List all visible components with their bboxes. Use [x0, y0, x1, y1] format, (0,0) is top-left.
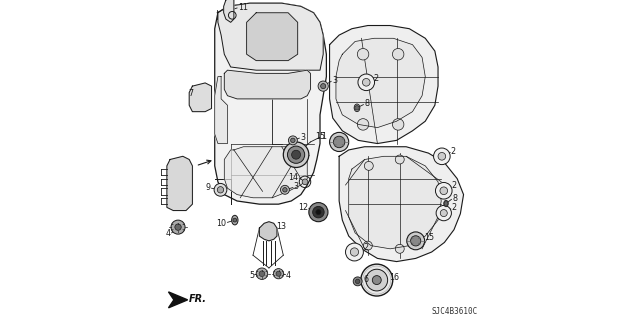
Circle shape	[313, 206, 324, 218]
Circle shape	[171, 220, 185, 234]
Circle shape	[407, 232, 424, 250]
Circle shape	[283, 188, 287, 192]
Text: 13: 13	[276, 222, 286, 231]
Polygon shape	[215, 77, 227, 144]
Circle shape	[436, 205, 451, 221]
Text: SJC4B3610C: SJC4B3610C	[431, 307, 478, 316]
Text: 9: 9	[205, 183, 211, 192]
Circle shape	[355, 279, 360, 284]
Circle shape	[318, 81, 328, 91]
Text: 1: 1	[321, 132, 326, 141]
Circle shape	[330, 132, 349, 152]
Text: 2: 2	[451, 147, 456, 156]
Circle shape	[358, 74, 374, 91]
Circle shape	[361, 264, 393, 296]
Circle shape	[350, 248, 358, 256]
Text: 4: 4	[166, 229, 171, 238]
Polygon shape	[223, 0, 234, 22]
Circle shape	[292, 150, 301, 159]
Ellipse shape	[354, 104, 360, 112]
Circle shape	[392, 48, 404, 60]
Circle shape	[218, 187, 223, 193]
Circle shape	[273, 269, 284, 279]
Text: 14: 14	[289, 173, 299, 182]
Circle shape	[433, 148, 450, 165]
Circle shape	[357, 119, 369, 130]
Text: 4: 4	[285, 271, 291, 280]
Text: 5: 5	[250, 271, 255, 280]
Text: 3: 3	[294, 182, 299, 191]
Polygon shape	[218, 3, 323, 70]
Circle shape	[396, 155, 404, 164]
Circle shape	[259, 271, 265, 277]
Polygon shape	[224, 147, 307, 198]
Circle shape	[214, 183, 227, 196]
Circle shape	[353, 277, 362, 286]
Circle shape	[438, 152, 445, 160]
Circle shape	[440, 210, 447, 217]
Text: 2: 2	[451, 204, 456, 212]
Polygon shape	[339, 147, 463, 262]
Circle shape	[287, 146, 305, 163]
Circle shape	[411, 236, 421, 246]
Polygon shape	[215, 3, 326, 204]
Circle shape	[435, 182, 452, 199]
Circle shape	[364, 241, 372, 250]
Circle shape	[316, 210, 321, 215]
Text: 12: 12	[298, 203, 308, 212]
Circle shape	[321, 84, 326, 89]
Text: 15: 15	[315, 132, 324, 141]
Circle shape	[291, 138, 295, 143]
Text: 3: 3	[300, 133, 305, 142]
Ellipse shape	[232, 215, 238, 225]
Text: 7: 7	[188, 89, 193, 98]
Circle shape	[256, 268, 268, 279]
Circle shape	[366, 269, 388, 291]
Circle shape	[392, 119, 404, 130]
Text: 8: 8	[364, 99, 369, 108]
Text: 3: 3	[332, 76, 337, 85]
Circle shape	[175, 224, 181, 230]
Circle shape	[233, 218, 237, 222]
Polygon shape	[336, 38, 425, 128]
Polygon shape	[349, 156, 441, 249]
Circle shape	[444, 202, 448, 205]
Text: FR.: FR.	[189, 294, 207, 304]
Circle shape	[372, 276, 381, 285]
Text: 2: 2	[374, 74, 379, 83]
Circle shape	[362, 78, 370, 86]
Circle shape	[364, 161, 373, 170]
Text: 16: 16	[390, 273, 399, 282]
Text: 10: 10	[216, 219, 227, 228]
Circle shape	[357, 48, 369, 60]
Polygon shape	[167, 156, 193, 211]
Circle shape	[302, 179, 308, 185]
Text: 8: 8	[452, 194, 457, 203]
Polygon shape	[246, 13, 298, 61]
Text: 11: 11	[238, 3, 248, 11]
Circle shape	[396, 244, 404, 253]
Circle shape	[276, 271, 281, 276]
Circle shape	[309, 203, 328, 222]
Polygon shape	[189, 83, 212, 112]
Circle shape	[280, 185, 289, 194]
Circle shape	[355, 106, 359, 110]
Polygon shape	[330, 26, 438, 144]
Text: 2: 2	[451, 181, 456, 190]
Circle shape	[289, 136, 298, 145]
Circle shape	[440, 187, 447, 195]
Text: 15: 15	[424, 233, 435, 242]
Polygon shape	[259, 222, 277, 241]
Polygon shape	[168, 292, 188, 308]
Text: 6: 6	[364, 275, 369, 284]
Text: 2: 2	[363, 243, 368, 252]
Circle shape	[333, 136, 345, 148]
Polygon shape	[224, 70, 310, 99]
Circle shape	[284, 142, 309, 167]
Ellipse shape	[444, 200, 448, 207]
Circle shape	[346, 243, 364, 261]
